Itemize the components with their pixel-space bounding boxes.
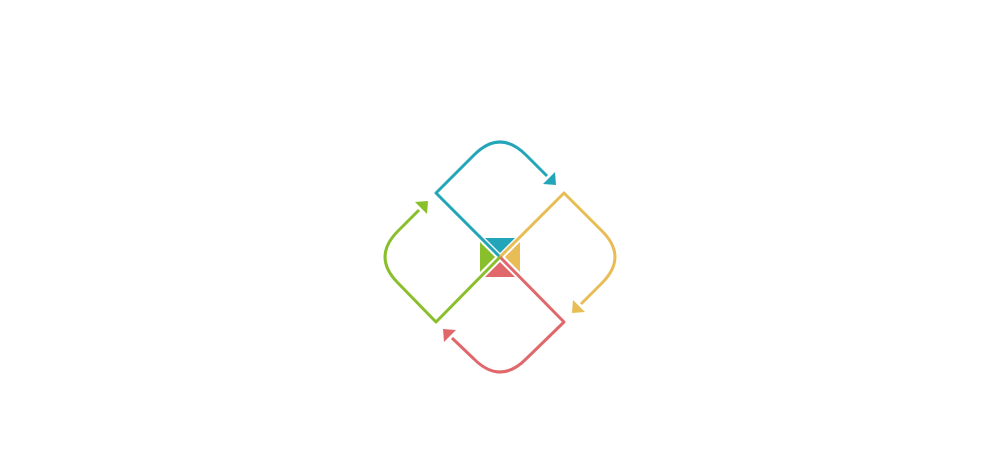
loop-left-path: [383, 208, 502, 324]
loop-left-arrowhead: [415, 201, 428, 214]
center-triangle-top: [485, 238, 515, 253]
loop-left: [383, 201, 502, 324]
loop-top: [434, 140, 556, 259]
loop-top-arrowhead: [543, 172, 556, 185]
loop-bottom: [443, 255, 566, 374]
center-triangle-right: [505, 242, 520, 272]
loop-bottom-path: [450, 255, 566, 374]
center-triangle-left: [480, 242, 495, 272]
loop-bottom-arrowhead: [443, 329, 456, 342]
loop-top-path: [434, 140, 549, 259]
loop-right-arrowhead: [572, 300, 585, 313]
center-pinwheel: [480, 238, 520, 277]
loop-right: [498, 191, 617, 313]
center-triangle-bottom: [485, 262, 515, 277]
loop-right-path: [498, 191, 617, 306]
